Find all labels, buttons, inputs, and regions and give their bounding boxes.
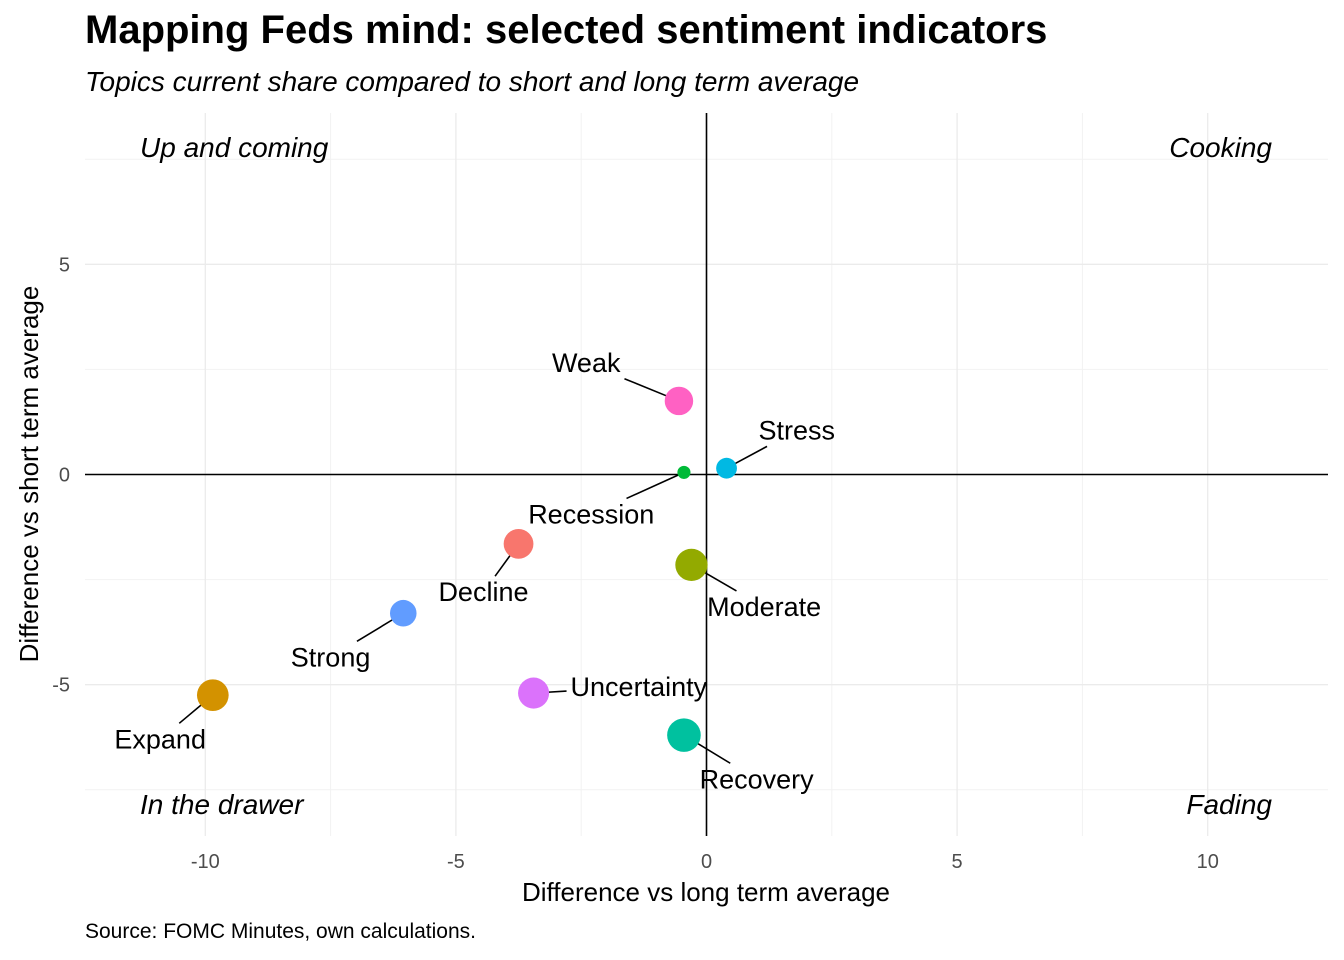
point-recovery: [667, 718, 701, 752]
point-label-moderate: Moderate: [707, 592, 821, 622]
quadrant-labels: Up and coming Cooking In the drawer Fading: [140, 132, 1272, 820]
point-labels: Weak Stress Recession Decline Moderate Strong…: [114, 348, 835, 794]
point-label-decline: Decline: [438, 577, 528, 607]
y-tick-label: 5: [59, 254, 70, 276]
leader-line-stress: [729, 445, 768, 468]
point-label-recovery: Recovery: [700, 764, 815, 794]
point-label-expand: Expand: [114, 724, 206, 754]
chart-caption: Source: FOMC Minutes, own calculations.: [85, 920, 476, 943]
x-tick-label: 5: [952, 851, 963, 873]
point-strong: [389, 599, 417, 627]
x-tick-label: -10: [191, 851, 220, 873]
x-tick-label: -5: [447, 851, 465, 873]
x-axis-label: Difference vs long term average: [522, 877, 890, 907]
data-points: [196, 386, 737, 752]
point-stress: [716, 457, 737, 479]
leader-line-recession: [626, 472, 683, 500]
point-expand: [196, 679, 229, 712]
y-axis-label: Difference vs short term average: [14, 286, 44, 663]
point-uncertainty: [518, 677, 550, 709]
quadrant-label-bottom-right: Fading: [1186, 789, 1272, 820]
point-label-recession: Recession: [528, 499, 654, 529]
x-tick-label: 10: [1197, 851, 1219, 873]
point-weak: [664, 386, 694, 416]
x-tick-label: 0: [701, 851, 712, 873]
point-recession: [677, 465, 691, 479]
quadrant-label-bottom-left: In the drawer: [140, 789, 305, 820]
chart-title: Mapping Feds mind: selected sentiment in…: [85, 8, 1048, 52]
point-label-uncertainty: Uncertainty: [571, 672, 708, 702]
point-label-strong: Strong: [291, 642, 371, 672]
y-tick-label: -5: [52, 675, 70, 697]
quadrant-label-top-left: Up and coming: [140, 132, 329, 163]
point-label-stress: Stress: [758, 415, 835, 445]
chart-subtitle: Topics current share compared to short a…: [85, 66, 860, 97]
axes: -10 -5 0 5 10 -5 0 5: [52, 113, 1328, 873]
y-tick-label: 0: [59, 465, 70, 487]
point-moderate: [675, 548, 708, 582]
quadrant-label-top-right: Cooking: [1169, 132, 1272, 163]
point-label-weak: Weak: [552, 348, 621, 378]
point-decline: [503, 528, 534, 559]
